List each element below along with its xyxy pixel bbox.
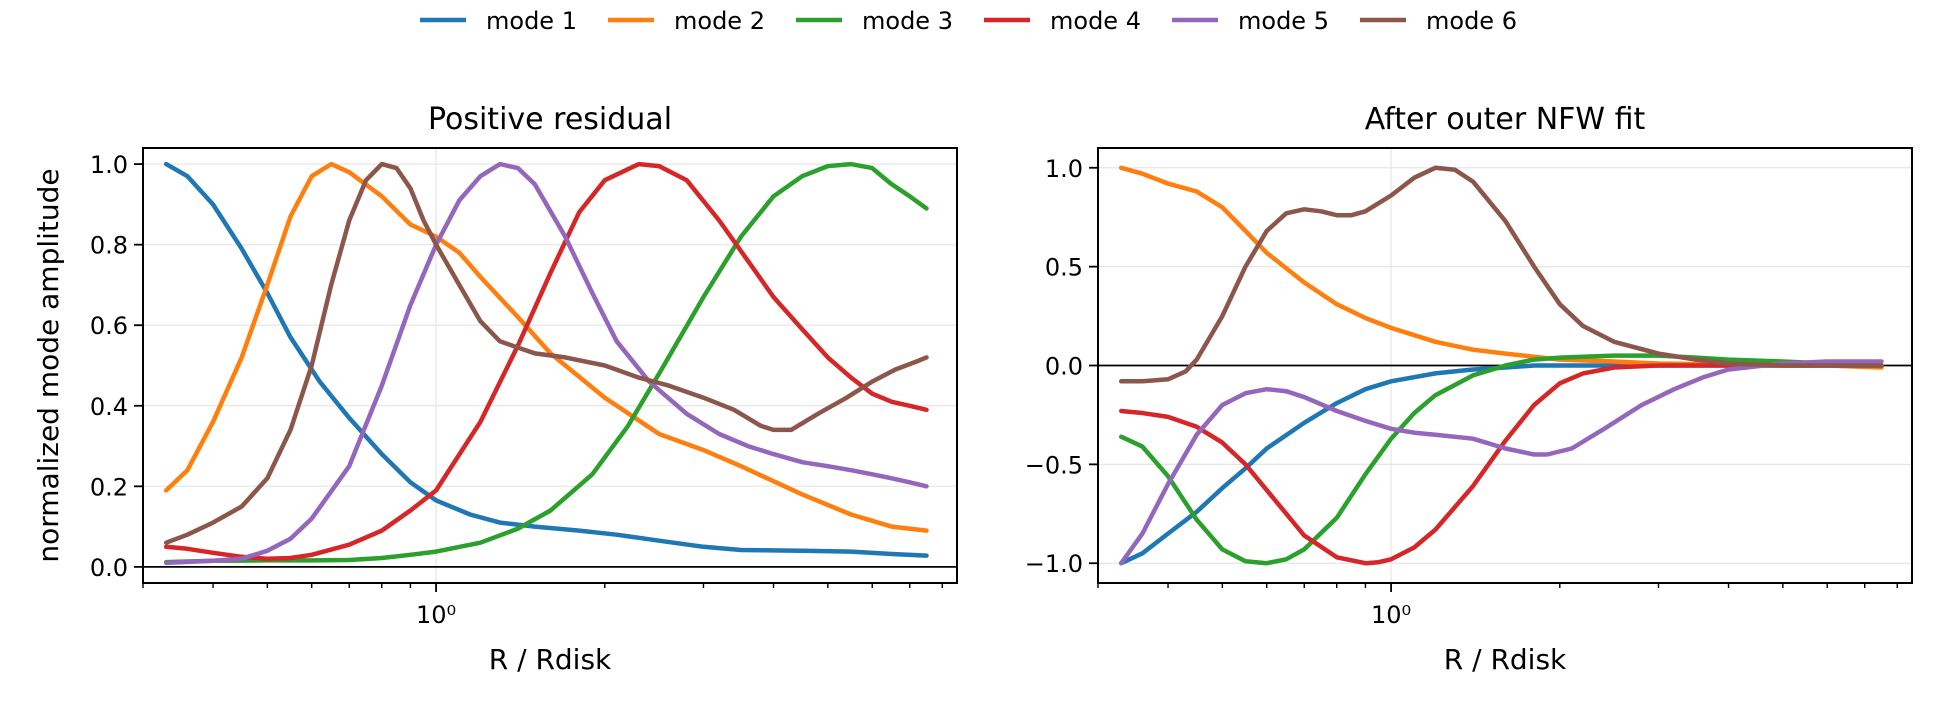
series-line-mode-5 bbox=[1118, 359, 1884, 566]
y-tick-label: 0.0 bbox=[90, 554, 128, 582]
legend-label-mode-5: mode 5 bbox=[1238, 7, 1329, 35]
y-tick-label: −0.5 bbox=[1025, 451, 1083, 479]
y-tick-label: 1.0 bbox=[1045, 155, 1083, 183]
series-line-mode-3 bbox=[1118, 353, 1884, 566]
y-axis-label: normalized mode amplitude bbox=[32, 168, 65, 562]
y-tick-label: −1.0 bbox=[1025, 550, 1083, 578]
legend-label-mode-6: mode 6 bbox=[1426, 7, 1517, 35]
y-tick-label: 1.0 bbox=[90, 151, 128, 179]
panel-title: After outer NFW fit bbox=[1365, 102, 1646, 137]
panel-title: Positive residual bbox=[428, 102, 672, 137]
legend-label-mode-4: mode 4 bbox=[1050, 7, 1141, 35]
series-line-mode-6 bbox=[163, 161, 929, 545]
plot-frame bbox=[142, 147, 958, 584]
x-axis-label: R / Rdisk bbox=[1444, 643, 1567, 676]
series-line-mode-6 bbox=[1118, 165, 1884, 384]
y-tick-label: 0.6 bbox=[90, 312, 128, 340]
panel-after-outer-nfw-fit: 10⁰ 1.0 0.5 0.0 −0.5 −1.0 After outer NFW fit R… bbox=[1025, 102, 1913, 676]
y-tick-label: 0.2 bbox=[90, 473, 128, 501]
series-line-mode-2 bbox=[163, 161, 929, 533]
panel-positive-residual: 10⁰ 0.0 0.2 0.4 0.6 0.8 1.0 Positive residual R … bbox=[32, 102, 958, 676]
series-line-mode-4 bbox=[1118, 363, 1884, 566]
series-line-mode-3 bbox=[163, 161, 929, 565]
series-line-mode-5 bbox=[163, 161, 929, 566]
legend-label-mode-1: mode 1 bbox=[486, 7, 577, 35]
x-tick-label: 10⁰ bbox=[1371, 601, 1411, 629]
series-line-mode-4 bbox=[163, 161, 929, 562]
y-tick-label: 0.0 bbox=[1045, 353, 1083, 381]
legend: mode 1 mode 2 mode 3 mode 4 mode 5 mode 6 bbox=[420, 7, 1517, 35]
series-line-mode-2 bbox=[1118, 165, 1884, 370]
x-axis-label: R / Rdisk bbox=[489, 643, 612, 676]
legend-label-mode-3: mode 3 bbox=[862, 7, 953, 35]
y-tick-label: 0.5 bbox=[1045, 254, 1083, 282]
legend-label-mode-2: mode 2 bbox=[674, 7, 765, 35]
y-tick-label: 0.4 bbox=[90, 393, 128, 421]
x-tick-label: 10⁰ bbox=[416, 601, 456, 629]
y-tick-label: 0.8 bbox=[90, 232, 128, 260]
series-line-mode-1 bbox=[163, 161, 929, 558]
